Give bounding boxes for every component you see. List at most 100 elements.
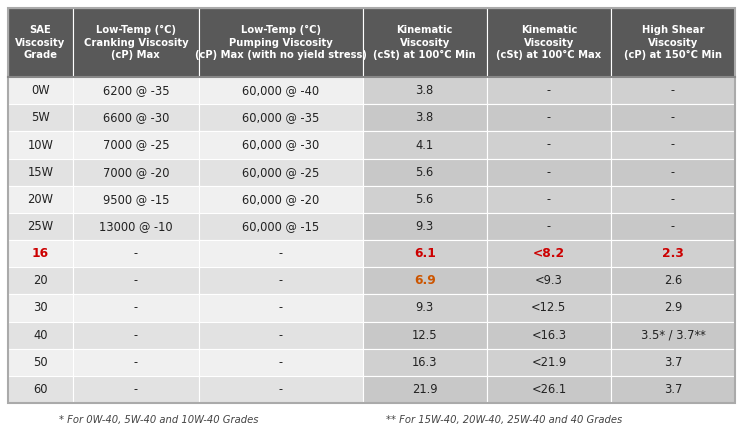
Text: -: - — [547, 220, 551, 233]
Bar — [611, 267, 735, 295]
Text: * For 0W-40, 5W-40 and 10W-40 Grades: * For 0W-40, 5W-40 and 10W-40 Grades — [59, 415, 259, 425]
Text: -: - — [671, 112, 675, 124]
Text: 6200 @ -35: 6200 @ -35 — [103, 84, 169, 97]
Bar — [198, 349, 363, 376]
Text: 60,000 @ -35: 60,000 @ -35 — [242, 112, 319, 124]
Bar — [363, 104, 487, 131]
Text: Low-Temp (°C)
Cranking Viscosity
(cP) Max: Low-Temp (°C) Cranking Viscosity (cP) Ma… — [83, 25, 188, 60]
Text: 16.3: 16.3 — [412, 356, 438, 369]
Text: 20W: 20W — [27, 193, 53, 206]
Text: -: - — [279, 356, 282, 369]
Text: -: - — [671, 138, 675, 152]
Bar — [198, 104, 363, 131]
Text: 30: 30 — [33, 302, 48, 314]
Text: 13000 @ -10: 13000 @ -10 — [99, 220, 172, 233]
Text: <8.2: <8.2 — [533, 247, 565, 260]
Text: -: - — [134, 356, 138, 369]
Text: 6.9: 6.9 — [414, 274, 435, 287]
Text: 9.3: 9.3 — [415, 220, 434, 233]
Bar — [487, 104, 611, 131]
Text: -: - — [279, 247, 282, 260]
Text: -: - — [671, 193, 675, 206]
Text: 50: 50 — [33, 356, 48, 369]
Bar — [363, 213, 487, 240]
Text: Kinematic
Viscosity
(cSt) at 100°C Max: Kinematic Viscosity (cSt) at 100°C Max — [496, 25, 601, 60]
Text: -: - — [671, 220, 675, 233]
Bar — [8, 159, 73, 186]
Text: -: - — [134, 247, 138, 260]
Bar — [8, 131, 73, 159]
Text: 60,000 @ -30: 60,000 @ -30 — [242, 138, 319, 152]
Bar — [487, 131, 611, 159]
Bar — [8, 267, 73, 295]
Text: 60,000 @ -25: 60,000 @ -25 — [242, 166, 319, 179]
Bar — [8, 8, 735, 403]
Bar — [198, 376, 363, 403]
Text: 5W: 5W — [31, 112, 50, 124]
Text: 3.7: 3.7 — [663, 383, 682, 396]
Bar — [611, 295, 735, 321]
Text: -: - — [279, 302, 282, 314]
Bar — [611, 131, 735, 159]
Text: <9.3: <9.3 — [535, 274, 562, 287]
Bar — [8, 104, 73, 131]
Text: -: - — [547, 193, 551, 206]
Bar — [487, 77, 611, 104]
Text: 5.6: 5.6 — [415, 193, 434, 206]
Bar — [8, 240, 73, 267]
Bar — [487, 8, 611, 77]
Bar — [611, 240, 735, 267]
Text: <26.1: <26.1 — [531, 383, 566, 396]
Text: 10W: 10W — [27, 138, 53, 152]
Text: Kinematic
Viscosity
(cSt) at 100°C Min: Kinematic Viscosity (cSt) at 100°C Min — [374, 25, 476, 60]
Text: Low-Temp (°C)
Pumping Viscosity
(cP) Max (with no yield stress): Low-Temp (°C) Pumping Viscosity (cP) Max… — [195, 25, 366, 60]
Bar — [487, 321, 611, 349]
Bar — [363, 186, 487, 213]
Text: 9.3: 9.3 — [415, 302, 434, 314]
Text: 3.5* / 3.7**: 3.5* / 3.7** — [640, 329, 705, 342]
Bar — [8, 376, 73, 403]
Text: -: - — [134, 274, 138, 287]
Text: 6600 @ -30: 6600 @ -30 — [103, 112, 169, 124]
Bar — [363, 77, 487, 104]
Bar — [363, 376, 487, 403]
Text: 0W: 0W — [31, 84, 50, 97]
Bar — [198, 295, 363, 321]
Text: -: - — [547, 166, 551, 179]
Text: 7000 @ -25: 7000 @ -25 — [103, 138, 169, 152]
Bar — [73, 349, 198, 376]
Bar — [198, 77, 363, 104]
Text: 60,000 @ -40: 60,000 @ -40 — [242, 84, 319, 97]
Text: -: - — [134, 383, 138, 396]
Text: 3.8: 3.8 — [415, 84, 434, 97]
Bar — [73, 295, 198, 321]
Text: -: - — [671, 84, 675, 97]
Text: <16.3: <16.3 — [531, 329, 566, 342]
Text: 3.7: 3.7 — [663, 356, 682, 369]
Bar — [73, 186, 198, 213]
Text: -: - — [134, 329, 138, 342]
Text: <12.5: <12.5 — [531, 302, 566, 314]
Text: 15W: 15W — [27, 166, 53, 179]
Bar — [611, 186, 735, 213]
Text: 20: 20 — [33, 274, 48, 287]
Bar — [73, 8, 198, 77]
Text: 60,000 @ -20: 60,000 @ -20 — [242, 193, 319, 206]
Bar — [198, 8, 363, 77]
Bar — [611, 77, 735, 104]
Text: <21.9: <21.9 — [531, 356, 566, 369]
Bar — [363, 159, 487, 186]
Bar — [611, 349, 735, 376]
Bar — [73, 376, 198, 403]
Bar — [363, 267, 487, 295]
Text: 7000 @ -20: 7000 @ -20 — [103, 166, 169, 179]
Bar — [487, 186, 611, 213]
Bar — [73, 131, 198, 159]
Bar — [363, 8, 487, 77]
Text: 4.1: 4.1 — [415, 138, 434, 152]
Text: -: - — [134, 302, 138, 314]
Text: -: - — [671, 166, 675, 179]
Bar — [198, 159, 363, 186]
Bar — [8, 349, 73, 376]
Bar — [611, 213, 735, 240]
